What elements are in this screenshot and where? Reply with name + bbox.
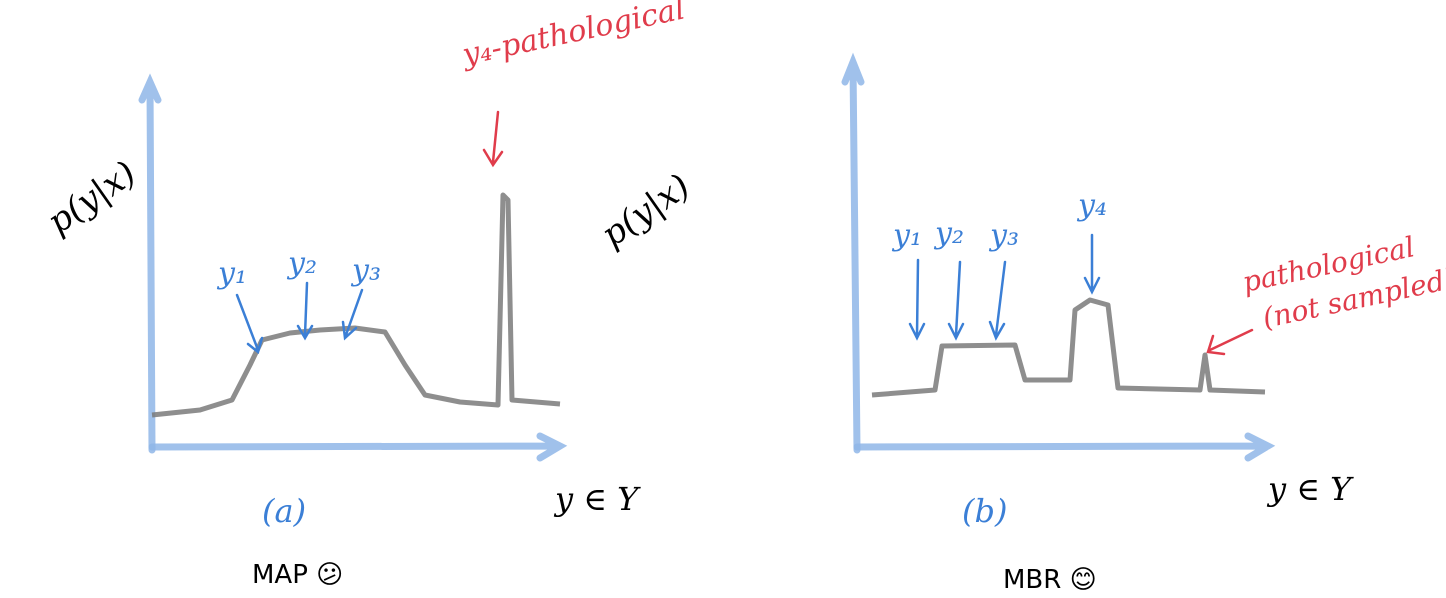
panel-a: p(y|x) y₁ y₂ y₃ y₄-pathological y ∈ Y (a… bbox=[40, 0, 688, 590]
caption: (b) bbox=[962, 492, 1007, 530]
annotation: y₁ bbox=[216, 256, 247, 291]
arrow bbox=[482, 110, 504, 168]
panel-b: p(y|x) y₁ y₂ y₃ y₄ pathological (not sam… bbox=[594, 52, 1446, 595]
method-label: MBR 😊 bbox=[1003, 565, 1097, 595]
arrow bbox=[1206, 328, 1254, 356]
arrow bbox=[341, 288, 364, 341]
y-axis-label: p(y|x) bbox=[594, 166, 697, 255]
annotation: y₂ bbox=[933, 216, 964, 251]
method-label: MAP 😕 bbox=[252, 560, 343, 590]
arrow bbox=[988, 260, 1007, 341]
arrow bbox=[947, 260, 965, 341]
arrow bbox=[235, 293, 264, 355]
x-axis bbox=[853, 432, 1276, 462]
annotation: y₁ bbox=[891, 218, 922, 253]
x-axis-label: y ∈ Y bbox=[1266, 470, 1354, 508]
annotation: y₂ bbox=[286, 246, 317, 281]
y-axis bbox=[841, 52, 865, 454]
annotation: y₃ bbox=[988, 218, 1019, 253]
arrow bbox=[1083, 233, 1101, 295]
arrow bbox=[296, 281, 314, 341]
density-curve bbox=[871, 297, 1266, 398]
arrow bbox=[908, 258, 926, 341]
x-axis bbox=[148, 432, 568, 462]
annotation: y₄ bbox=[1076, 188, 1107, 223]
y-axis bbox=[138, 73, 162, 454]
annotation: y₄-pathological bbox=[457, 0, 688, 73]
x-axis-label: y ∈ Y bbox=[553, 480, 641, 518]
caption: (a) bbox=[262, 492, 306, 530]
y-axis-label: p(y|x) bbox=[40, 153, 143, 242]
density-curve bbox=[151, 192, 561, 418]
annotation: y₃ bbox=[350, 253, 381, 288]
